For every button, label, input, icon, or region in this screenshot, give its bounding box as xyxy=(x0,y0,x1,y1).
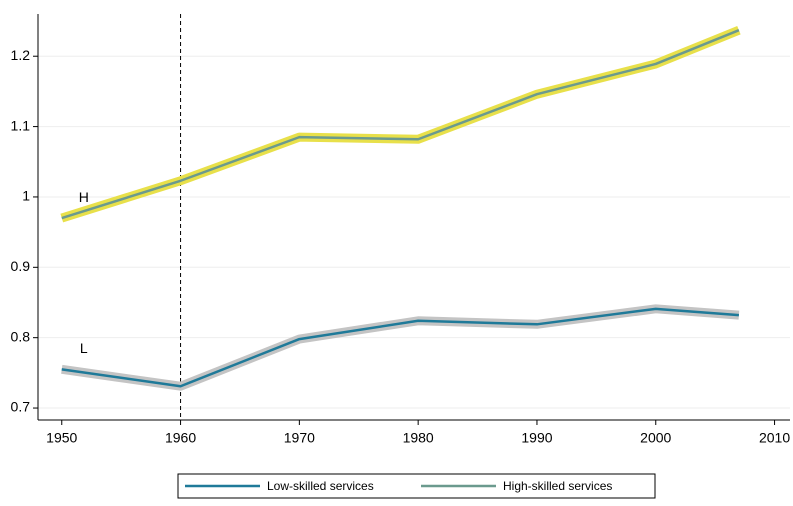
y-tick-label: 1.1 xyxy=(11,117,31,133)
series-line xyxy=(61,307,740,388)
legend-label: Low-skilled services xyxy=(267,479,374,493)
y-tick-label: 0.8 xyxy=(11,328,31,344)
y-tick-label: 1.2 xyxy=(11,47,31,63)
legend-label: High-skilled services xyxy=(503,479,612,493)
series-annotation: H xyxy=(79,189,89,205)
x-tick-label: 1950 xyxy=(46,430,77,446)
x-tick-label: 2010 xyxy=(759,430,790,446)
y-tick-label: 0.7 xyxy=(11,399,31,415)
y-tick-label: 1 xyxy=(22,188,30,204)
x-tick-label: 1960 xyxy=(165,430,196,446)
confidence-band xyxy=(61,304,740,391)
x-tick-label: 1970 xyxy=(284,430,315,446)
series-line xyxy=(61,29,740,220)
series-annotation: L xyxy=(80,340,88,356)
confidence-band xyxy=(60,26,741,223)
y-tick-label: 0.9 xyxy=(11,258,31,274)
x-tick-label: 1980 xyxy=(403,430,434,446)
x-tick-label: 1990 xyxy=(521,430,552,446)
x-tick-label: 2000 xyxy=(640,430,671,446)
